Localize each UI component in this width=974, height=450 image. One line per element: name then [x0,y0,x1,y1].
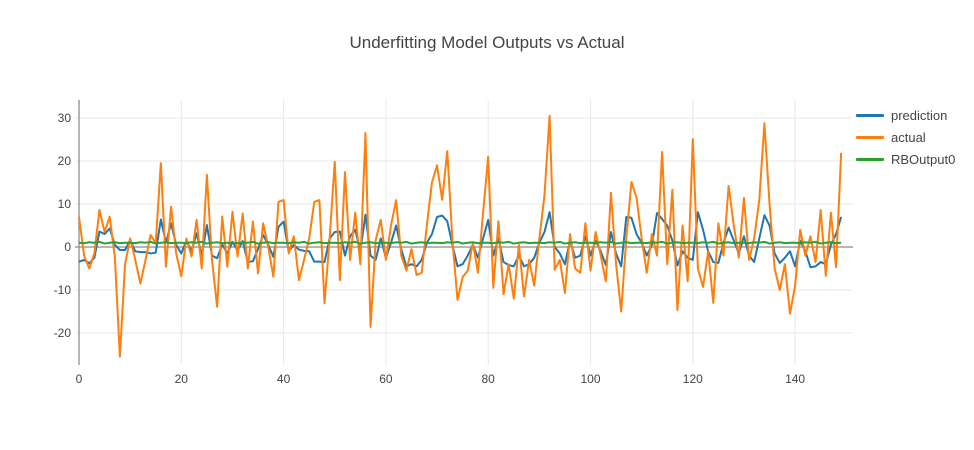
legend-label: prediction [891,107,948,123]
y-tick-label: -10 [53,283,71,297]
x-tick-label: 0 [75,372,83,386]
y-tick-label: 0 [64,240,71,254]
x-tick-label: 20 [174,372,188,386]
x-tick-label: 60 [379,372,393,386]
y-tick-label: 10 [57,197,71,211]
legend-item-prediction[interactable]: prediction [856,104,955,126]
plot-area[interactable] [75,100,853,365]
chart-canvas[interactable] [75,100,853,365]
x-tick-label: 140 [785,372,806,386]
legend-label: actual [891,129,926,145]
x-tick-label: 40 [276,372,291,386]
x-tick-label: 80 [481,372,495,386]
legend: prediction actual RBOutput0 [856,104,955,170]
x-tick-label: 100 [580,372,601,386]
y-tick-label: 20 [57,154,71,168]
chart-title: Underfitting Model Outputs vs Actual [349,33,625,52]
legend-swatch-actual [856,135,884,139]
x-tick-label: 120 [682,372,703,386]
legend-label: RBOutput0 [891,151,956,167]
legend-item-actual[interactable]: actual [856,126,955,148]
series-line-actual[interactable] [78,114,843,358]
legend-swatch-RBOutput0 [856,157,884,161]
y-tick-label: -20 [53,326,71,340]
series-line-prediction[interactable] [78,211,843,269]
legend-item-RBOutput0[interactable]: RBOutput0 [856,148,955,170]
legend-swatch-prediction [856,113,884,117]
y-tick-label: 30 [57,111,71,125]
series-line-RBOutput0[interactable] [78,240,842,245]
